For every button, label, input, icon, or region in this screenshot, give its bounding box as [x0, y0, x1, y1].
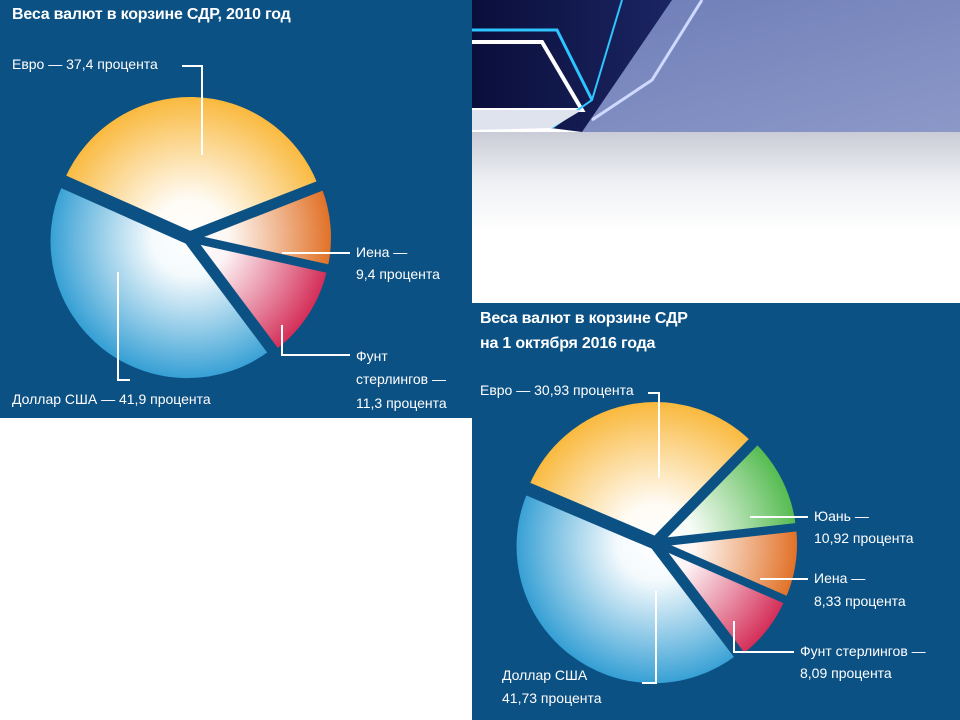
chart-title-2010: Веса валют в корзине СДР, 2010 год [12, 6, 291, 23]
label-gbp-2010-line3: 11,3 процента [356, 395, 447, 411]
pie-chart-2010 [44, 65, 350, 385]
pie-slice-иена [190, 183, 337, 271]
leader-line-3 [117, 272, 130, 381]
leader-line-4 [642, 591, 657, 684]
chart-title-2016-line2: на 1 октября 2016 года [480, 335, 656, 352]
leader-line-3 [733, 621, 794, 653]
pie-slice-евро [523, 396, 757, 543]
label-yen-2010-line1: Иена — [356, 244, 408, 260]
pie-slice-евро [59, 91, 324, 238]
label-gbp-2010-line1: Фунт [356, 348, 388, 364]
label-gbp-2010-line2: стерлингов — [356, 371, 446, 387]
chart-panel-2016: Веса валют в корзине СДР на 1 октября 20… [472, 303, 960, 720]
label-euro-2010: Евро — 37,4 процента [12, 56, 158, 72]
pie-slice-фунт-стерлингов [190, 237, 334, 356]
chart-title-2016-line1: Веса валют в корзине СДР [480, 310, 688, 327]
leader-line-0 [182, 65, 203, 155]
pie-slice-доллар-сша [44, 181, 275, 385]
label-yen-2010-line2: 9,4 процента [356, 266, 440, 282]
label-cny-2016-line2: 10,92 процента [814, 530, 914, 546]
pie-slice-доллар-сша [510, 488, 742, 690]
label-usd-2016-line2: 41,73 процента [502, 690, 602, 706]
decorative-background [472, 0, 960, 303]
label-usd-2010: Доллар США — 41,9 процента [12, 391, 211, 407]
label-euro-2016: Евро — 30,93 процента [480, 382, 634, 398]
label-usd-2016-line1: Доллар США [502, 667, 588, 683]
label-yen-2016-line2: 8,33 процента [814, 593, 906, 609]
leader-line-2 [281, 325, 350, 356]
label-cny-2016-line1: Юань — [814, 508, 869, 524]
label-gbp-2016-line1: Фунт стерлингов — [800, 643, 926, 659]
chart-panel-2010: Веса валют в корзине СДР, 2010 год Евро … [0, 0, 472, 418]
pie-chart-2016 [510, 392, 808, 690]
leader-line-0 [648, 392, 660, 478]
pie-slice-фунт-стерлингов [656, 542, 791, 660]
label-yen-2016-line1: Иена — [814, 570, 866, 586]
label-gbp-2016-line2: 8,09 процента [800, 665, 892, 681]
decorative-graphic [472, 0, 960, 303]
